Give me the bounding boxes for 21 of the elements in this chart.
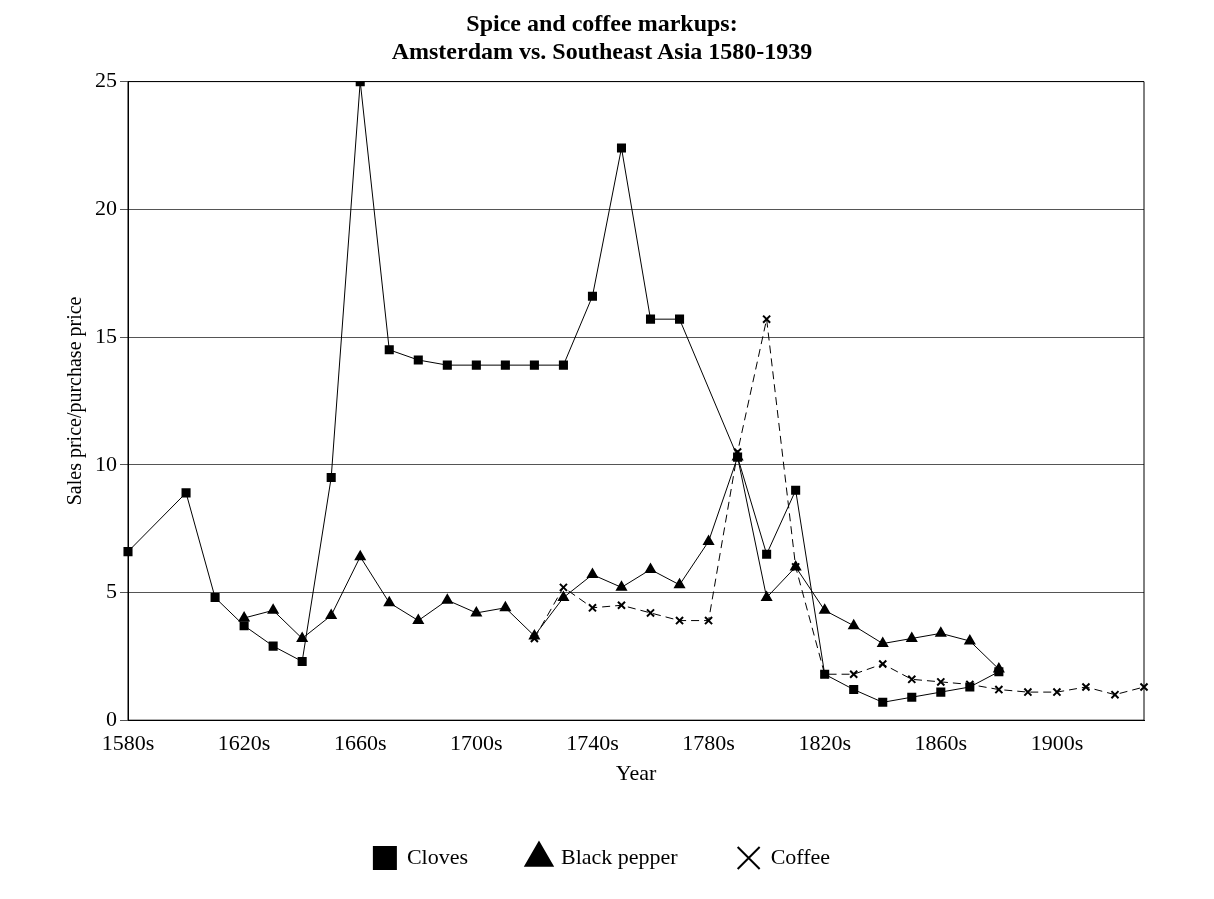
y-tick-label: 0 bbox=[106, 705, 117, 731]
legend-label: Coffee bbox=[770, 843, 831, 869]
y-tick-label: 5 bbox=[106, 578, 117, 604]
legend-label: Cloves bbox=[406, 843, 468, 869]
x-tick-label: 1900s bbox=[1030, 730, 1084, 756]
x-tick-label: 1580s bbox=[101, 730, 155, 756]
chart-title: Spice and coffee markups: Amsterdam vs. Southeast Asia 1580-1939 bbox=[391, 9, 813, 65]
y-tick-label: 10 bbox=[95, 450, 117, 476]
x-tick-label: 1860s bbox=[914, 730, 968, 756]
legend-label: Black pepper bbox=[560, 843, 679, 869]
x-tick-label: 1660s bbox=[333, 730, 387, 756]
x-tick-label: 1700s bbox=[450, 730, 503, 756]
y-tick-label: 20 bbox=[95, 195, 117, 221]
y-axis-title: Sales price/purchase price bbox=[63, 296, 87, 506]
y-tick-label: 15 bbox=[95, 322, 117, 348]
x-tick-label: 1820s bbox=[798, 730, 851, 756]
x-tick-label: 1620s bbox=[217, 730, 271, 756]
y-tick-label: 25 bbox=[95, 67, 117, 93]
x-axis-title: Year bbox=[615, 759, 657, 785]
x-tick-label: 1780s bbox=[682, 730, 735, 756]
x-tick-label: 1740s bbox=[566, 730, 619, 756]
